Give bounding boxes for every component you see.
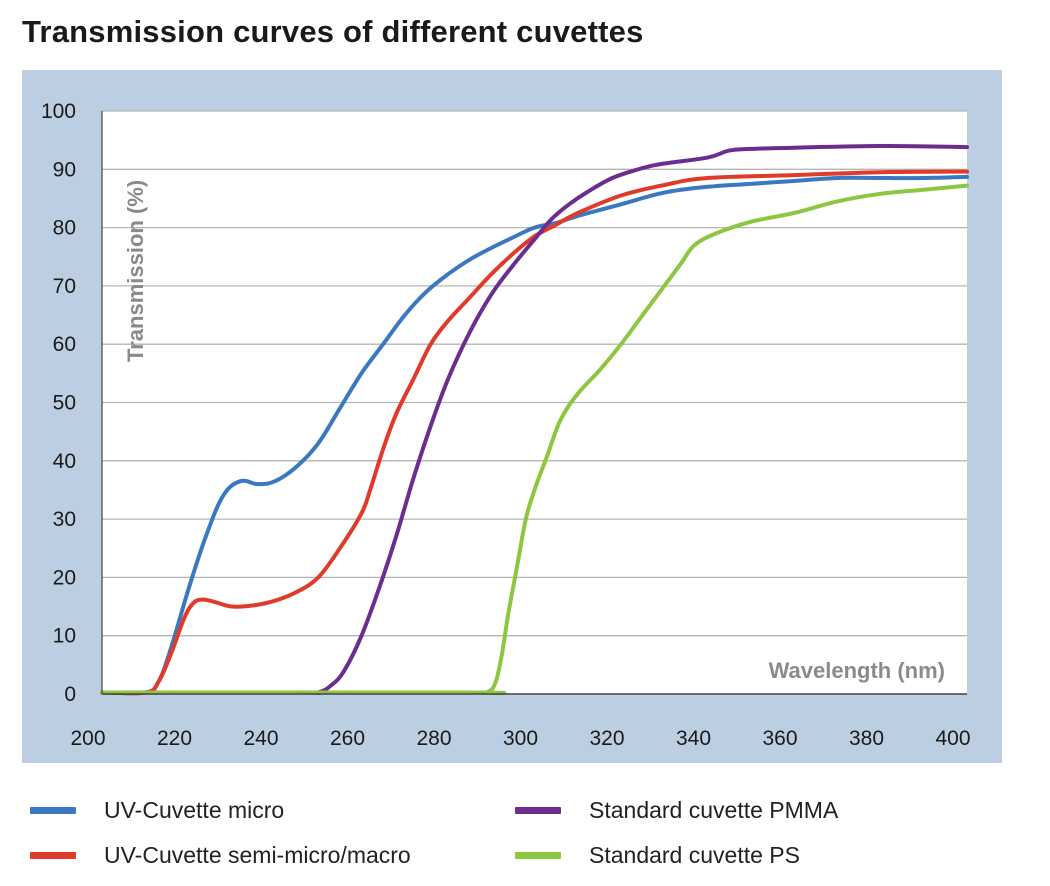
y-tick-label: 50 (53, 392, 76, 415)
x-tick-label: 360 (762, 727, 797, 750)
y-tick-label: 60 (53, 333, 76, 356)
series-line-ps (100, 183, 969, 696)
x-tick-label: 300 (503, 727, 538, 750)
series-line-uv-semi-micro (100, 169, 969, 696)
x-tick-label: 340 (676, 727, 711, 750)
x-axis-label: Wavelength (nm) (769, 658, 945, 683)
y-tick-label: 10 (53, 625, 76, 648)
x-tick-label: 200 (70, 727, 105, 750)
x-tick-labels: 200 220 240 260 280 300 320 340 360 380 400 (70, 727, 970, 750)
x-tick-label: 400 (935, 727, 970, 750)
y-tick-label: 30 (53, 508, 76, 531)
y-tick-label: 100 (41, 100, 76, 123)
x-tick-label: 240 (243, 727, 278, 750)
x-tick-label: 280 (416, 727, 451, 750)
y-tick-labels: 0 10 20 30 40 50 60 70 80 90 100 (41, 100, 76, 706)
y-tick-label: 70 (53, 275, 76, 298)
series-lines (100, 143, 969, 696)
y-tick-label: 0 (64, 683, 76, 706)
y-tick-label: 80 (53, 217, 76, 240)
series-line-uv-micro (100, 174, 969, 696)
x-tick-label: 220 (157, 727, 192, 750)
y-tick-label: 40 (53, 450, 76, 473)
series-line-pmma (100, 143, 969, 695)
chart-title: Transmission curves of different cuvette… (22, 14, 644, 49)
y-axis-label: Transmission (%) (123, 180, 148, 362)
x-tick-label: 320 (589, 727, 624, 750)
y-tick-label: 90 (53, 158, 76, 181)
x-tick-label: 380 (849, 727, 884, 750)
y-tick-label: 20 (53, 566, 76, 589)
x-tick-label: 260 (330, 727, 365, 750)
